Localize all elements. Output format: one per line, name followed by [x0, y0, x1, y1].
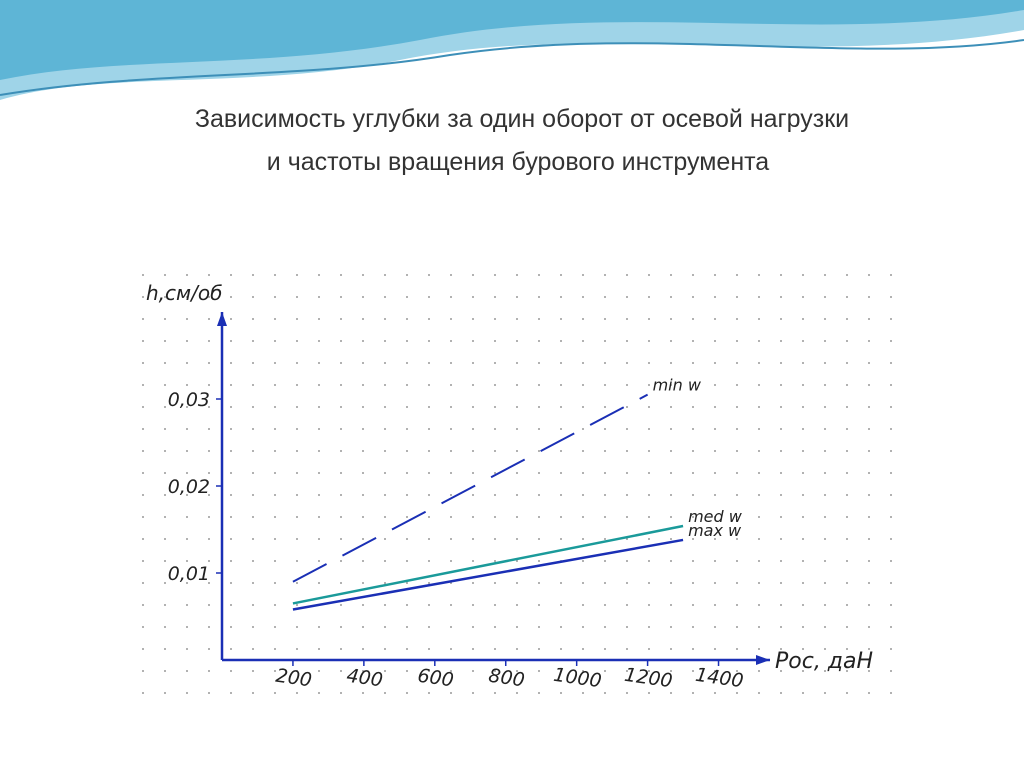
- y-tick-label: 0,02: [168, 476, 210, 498]
- series-line: [292, 393, 649, 583]
- slide-title: и частоты вращения бурового инструмента: [267, 148, 770, 176]
- x-tick-label: 800: [487, 665, 526, 692]
- series-label: med w: [688, 507, 743, 526]
- x-tick-label: 600: [416, 665, 455, 692]
- wave: [0, 0, 1024, 80]
- x-axis-arrow: [756, 655, 770, 665]
- y-tick-label: 0,01: [168, 563, 210, 585]
- x-tick-label: 400: [345, 665, 384, 692]
- series-label: max w: [688, 521, 742, 540]
- wave-line: [0, 39, 1024, 96]
- y-axis-arrow: [217, 312, 227, 326]
- series-line: [292, 538, 684, 611]
- y-axis-label: h,см/об: [146, 281, 222, 305]
- series-label: min w: [653, 376, 702, 395]
- x-axis-label: Pос, даН: [775, 649, 873, 674]
- dot-grid: [125, 255, 912, 698]
- y-tick-label: 0,03: [168, 389, 210, 411]
- series-line: [292, 524, 684, 605]
- plot: 200 400 600 800 1000 1200 14000,010,020,03min …: [168, 312, 770, 692]
- slide-title: Зависимость углубки за один оборот от ос…: [195, 105, 849, 133]
- x-tick-label: 200: [274, 665, 313, 692]
